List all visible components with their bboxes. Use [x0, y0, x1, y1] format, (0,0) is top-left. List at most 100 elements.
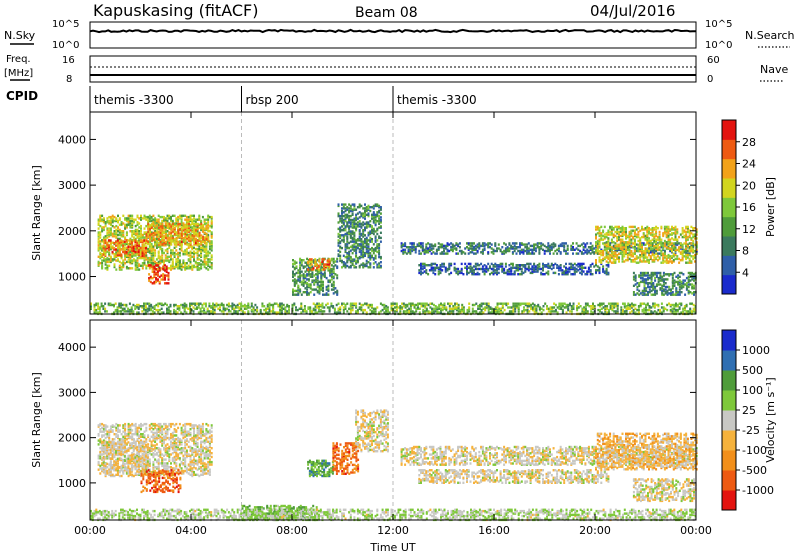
heatmap-cell: [353, 232, 355, 234]
heatmap-cell: [150, 304, 152, 306]
heatmap-cell: [611, 262, 613, 264]
heatmap-cell: [592, 245, 594, 247]
heatmap-cell: [649, 288, 651, 290]
heatmap-cell: [292, 279, 294, 281]
heatmap-cell: [622, 239, 624, 241]
heatmap-cell: [362, 224, 364, 226]
heatmap-cell: [676, 228, 678, 230]
heatmap-cell: [549, 249, 551, 251]
heatmap-cell: [353, 203, 355, 205]
heatmap-cell: [108, 216, 110, 218]
heatmap-cell: [558, 273, 560, 275]
heatmap-cell: [443, 250, 445, 252]
heatmap-cell: [579, 245, 581, 247]
heatmap-cell: [265, 311, 267, 313]
heatmap-cell: [512, 251, 514, 253]
heatmap-cell: [373, 257, 375, 259]
heatmap-cell: [156, 219, 158, 221]
heatmap-cell: [438, 267, 440, 269]
heatmap-cell: [181, 243, 183, 245]
heatmap-cell: [558, 250, 560, 252]
heatmap-cell: [355, 252, 357, 254]
heatmap-cell: [547, 263, 549, 265]
heatmap-cell: [611, 226, 613, 228]
heatmap-cell: [328, 263, 330, 265]
heatmap-cell: [283, 304, 285, 306]
heatmap-cell: [404, 249, 406, 251]
heatmap-cell: [121, 234, 123, 236]
heatmap-cell: [162, 266, 164, 268]
heatmap-cell: [154, 243, 156, 245]
heatmap-cell: [186, 262, 188, 264]
heatmap-cell: [514, 267, 516, 269]
heatmap-cell: [144, 236, 146, 238]
heatmap-cell: [149, 228, 151, 230]
heatmap-cell: [632, 253, 634, 255]
heatmap-cell: [339, 215, 341, 217]
heatmap-cell: [473, 272, 475, 274]
heatmap-cell: [572, 252, 574, 254]
heatmap-cell: [134, 308, 136, 310]
heatmap-cell: [501, 246, 503, 248]
heatmap-cell: [98, 261, 100, 263]
heatmap-cell: [204, 266, 206, 268]
heatmap-cell: [128, 221, 130, 223]
heatmap-cell: [643, 228, 645, 230]
heatmap-cell: [174, 233, 176, 235]
heatmap-cell: [524, 243, 526, 245]
heatmap-cell: [99, 247, 101, 249]
heatmap-cell: [470, 245, 472, 247]
heatmap-cell: [528, 265, 530, 267]
heatmap-cell: [649, 286, 651, 288]
heatmap-cell: [129, 239, 131, 241]
heatmap-cell: [473, 269, 475, 271]
heatmap-cell: [333, 258, 335, 260]
heatmap-cell: [135, 219, 137, 221]
heatmap-cell: [297, 292, 299, 294]
heatmap-cell: [357, 224, 359, 226]
heatmap-cell: [493, 268, 495, 270]
heatmap-cell: [154, 305, 156, 307]
heatmap-cell: [200, 247, 202, 249]
heatmap-cell: [666, 258, 668, 260]
heatmap-cell: [192, 223, 194, 225]
heatmap-cell: [121, 268, 123, 270]
heatmap-cell: [622, 244, 624, 246]
heatmap-cell: [378, 265, 380, 267]
heatmap-cell: [664, 226, 666, 228]
heatmap-cell: [188, 265, 190, 267]
heatmap-cell: [149, 217, 151, 219]
heatmap-cell: [129, 303, 131, 305]
heatmap-cell: [684, 294, 686, 296]
heatmap-cell: [106, 242, 108, 244]
heatmap-cell: [133, 219, 135, 221]
heatmap-cell: [417, 243, 419, 245]
heatmap-cell: [136, 242, 138, 244]
heatmap-cell: [172, 220, 174, 222]
heatmap-cell: [690, 226, 692, 228]
heatmap-cell: [331, 268, 333, 270]
heatmap-cell: [175, 249, 177, 251]
heatmap-cell: [106, 251, 108, 253]
heatmap-cell: [660, 241, 662, 243]
heatmap-cell: [549, 265, 551, 267]
heatmap-cell: [586, 242, 588, 244]
heatmap-cell: [546, 264, 548, 266]
heatmap-cell: [167, 215, 169, 217]
heatmap-cell: [292, 265, 294, 267]
heatmap-cell: [306, 286, 308, 288]
heatmap-cell: [155, 268, 157, 270]
heatmap-cell: [524, 269, 526, 271]
heatmap-cell: [177, 252, 179, 254]
heatmap-cell: [432, 267, 434, 269]
heatmap-cell: [336, 265, 338, 267]
heatmap-cell: [556, 249, 558, 251]
heatmap-cell: [345, 256, 347, 258]
heatmap-cell: [327, 263, 329, 265]
heatmap-cell: [230, 305, 232, 307]
heatmap-cell: [106, 261, 108, 263]
heatmap-cell: [300, 303, 302, 305]
heatmap-cell: [561, 245, 563, 247]
heatmap-cell: [115, 217, 117, 219]
heatmap-cell: [311, 268, 313, 270]
